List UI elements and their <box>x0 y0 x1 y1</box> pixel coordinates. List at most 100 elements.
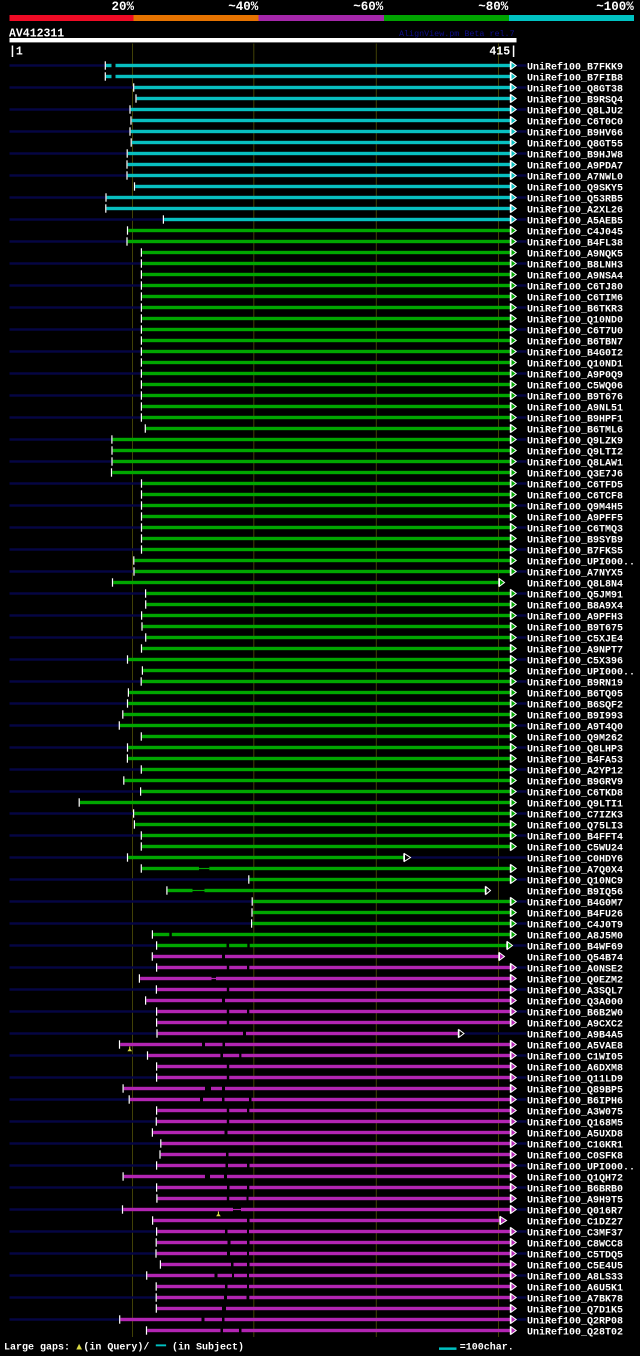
svg-text:~100%: ~100% <box>596 0 634 14</box>
svg-text:UniRef100_B6SQF2: UniRef100_B6SQF2 <box>527 699 623 711</box>
svg-text:UniRef100_B9HPF1: UniRef100_B9HPF1 <box>527 413 623 425</box>
svg-text:UniRef100_Q89BP5: UniRef100_Q89BP5 <box>527 1084 623 1096</box>
svg-text:UniRef100_A0NSE2: UniRef100_A0NSE2 <box>527 963 623 975</box>
svg-text:UniRef100_C6TMQ3: UniRef100_C6TMQ3 <box>527 523 623 535</box>
svg-text:UniRef100_A9NL51: UniRef100_A9NL51 <box>527 402 623 414</box>
svg-text:UniRef100_Q5JM91: UniRef100_Q5JM91 <box>527 589 623 601</box>
svg-text:~60%: ~60% <box>353 0 384 14</box>
svg-text:UniRef100_A9PDA7: UniRef100_A9PDA7 <box>527 160 623 172</box>
svg-text:UniRef100_Q9M4H5: UniRef100_Q9M4H5 <box>527 501 623 513</box>
svg-text:UniRef100_Q8GT55: UniRef100_Q8GT55 <box>527 138 623 150</box>
svg-text:UniRef100_Q75LI3: UniRef100_Q75LI3 <box>527 820 623 832</box>
svg-text:UniRef100_B6TKR3: UniRef100_B6TKR3 <box>527 303 623 315</box>
svg-text:UniRef100_Q8LHP3: UniRef100_Q8LHP3 <box>527 743 623 755</box>
svg-text:UniRef100_A7NYX5: UniRef100_A7NYX5 <box>527 567 623 579</box>
svg-text:Large gaps:: Large gaps: <box>4 1343 70 1354</box>
svg-text:UniRef100_B8A9X4: UniRef100_B8A9X4 <box>527 600 623 612</box>
svg-text:UniRef100_B4FFT4: UniRef100_B4FFT4 <box>527 831 623 843</box>
svg-text:UniRef100_B9T675: UniRef100_B9T675 <box>527 622 623 634</box>
svg-text:(in Subject): (in Subject) <box>172 1342 244 1354</box>
svg-text:UniRef100_A3SQL7: UniRef100_A3SQL7 <box>527 985 623 997</box>
svg-text:UniRef100_C5XJE4: UniRef100_C5XJE4 <box>527 633 623 645</box>
svg-text:UniRef100_B4G0I2: UniRef100_B4G0I2 <box>527 347 623 359</box>
svg-text:UniRef100_B9I993: UniRef100_B9I993 <box>527 710 623 722</box>
svg-text:|1: |1 <box>9 46 23 59</box>
svg-text:UniRef100_C6T7U0: UniRef100_C6T7U0 <box>527 325 623 337</box>
svg-text:UniRef100_A6DXM8: UniRef100_A6DXM8 <box>527 1062 623 1074</box>
svg-text:UniRef100_Q11LD9: UniRef100_Q11LD9 <box>527 1073 623 1085</box>
svg-text:UniRef100_C4J0T9: UniRef100_C4J0T9 <box>527 919 623 931</box>
svg-text:UniRef100_C6TJ80: UniRef100_C6TJ80 <box>527 281 623 293</box>
svg-text:UniRef100_A9PFF5: UniRef100_A9PFF5 <box>527 512 623 524</box>
svg-text:UniRef100_A9P0Q9: UniRef100_A9P0Q9 <box>527 369 623 381</box>
svg-text:UniRef100_C6TKD8: UniRef100_C6TKD8 <box>527 787 623 799</box>
svg-text:UniRef100_A2XL26: UniRef100_A2XL26 <box>527 204 623 216</box>
svg-text:UniRef100_B6IPH6: UniRef100_B6IPH6 <box>527 1095 623 1107</box>
svg-text:UniRef100_B6BRB0: UniRef100_B6BRB0 <box>527 1183 623 1195</box>
svg-text:UniRef100_Q8GT38: UniRef100_Q8GT38 <box>527 83 623 95</box>
svg-text:UniRef100_C5WQ06: UniRef100_C5WQ06 <box>527 380 623 392</box>
svg-text:UniRef100_A8LS33: UniRef100_A8LS33 <box>527 1271 623 1283</box>
svg-text:UniRef100_Q168M5: UniRef100_Q168M5 <box>527 1117 623 1129</box>
svg-text:UniRef100_C8WCC8: UniRef100_C8WCC8 <box>527 1238 623 1250</box>
svg-text:UniRef100_A8J5M0: UniRef100_A8J5M0 <box>527 930 623 942</box>
svg-text:UniRef100_C5WU24: UniRef100_C5WU24 <box>527 842 623 854</box>
svg-text:UniRef100_Q1QH72: UniRef100_Q1QH72 <box>527 1172 623 1184</box>
svg-text:UniRef100_Q3A000: UniRef100_Q3A000 <box>527 996 623 1008</box>
svg-text:UniRef100_B9HJW8: UniRef100_B9HJW8 <box>527 149 623 161</box>
svg-text:UniRef100_A9B4A5: UniRef100_A9B4A5 <box>527 1029 623 1041</box>
svg-text:UniRef100_Q9M262: UniRef100_Q9M262 <box>527 732 623 744</box>
svg-text:UniRef100_A9NSA4: UniRef100_A9NSA4 <box>527 270 623 282</box>
svg-text:UniRef100_A5VAE8: UniRef100_A5VAE8 <box>527 1040 623 1052</box>
svg-text:UniRef100_C5X396: UniRef100_C5X396 <box>527 655 623 667</box>
svg-text:UniRef100_B9HV66: UniRef100_B9HV66 <box>527 127 623 139</box>
svg-text:UniRef100_B4FU26: UniRef100_B4FU26 <box>527 908 623 920</box>
svg-text:UniRef100_UPI000..: UniRef100_UPI000.. <box>527 666 635 678</box>
svg-text:~80%: ~80% <box>478 0 509 14</box>
svg-text:UniRef100_Q8L8N4: UniRef100_Q8L8N4 <box>527 578 623 590</box>
svg-text:UniRef100_Q10ND0: UniRef100_Q10ND0 <box>527 314 623 326</box>
svg-text:UniRef100_A9NQK5: UniRef100_A9NQK5 <box>527 248 623 260</box>
svg-text:UniRef100_Q3E7J6: UniRef100_Q3E7J6 <box>527 468 623 480</box>
svg-text:UniRef100_Q0EZM2: UniRef100_Q0EZM2 <box>527 974 623 986</box>
svg-text:UniRef100_Q8LJU2: UniRef100_Q8LJU2 <box>527 105 623 117</box>
svg-text:UniRef100_B6TML6: UniRef100_B6TML6 <box>527 424 623 436</box>
svg-text:UniRef100_A9CXC2: UniRef100_A9CXC2 <box>527 1018 623 1030</box>
svg-text:UniRef100_Q9LTI2: UniRef100_Q9LTI2 <box>527 446 623 458</box>
svg-text:UniRef100_UPI000..: UniRef100_UPI000.. <box>527 556 635 568</box>
svg-text:UniRef100_C3MF37: UniRef100_C3MF37 <box>527 1227 623 1239</box>
svg-text:UniRef100_B6TBN7: UniRef100_B6TBN7 <box>527 336 623 348</box>
svg-text:UniRef100_C6T0C0: UniRef100_C6T0C0 <box>527 116 623 128</box>
svg-text:UniRef100_Q53RB5: UniRef100_Q53RB5 <box>527 193 623 205</box>
svg-text:AV412311: AV412311 <box>9 28 64 41</box>
svg-text:UniRef100_C6TFD5: UniRef100_C6TFD5 <box>527 479 623 491</box>
svg-text:UniRef100_B4FL38: UniRef100_B4FL38 <box>527 237 623 249</box>
svg-text:415|: 415| <box>489 46 517 59</box>
svg-text:20%: 20% <box>111 0 134 14</box>
svg-text:UniRef100_A5UXD8: UniRef100_A5UXD8 <box>527 1128 623 1140</box>
svg-text:UniRef100_A7BK78: UniRef100_A7BK78 <box>527 1293 623 1305</box>
svg-text:UniRef100_B7FKS5: UniRef100_B7FKS5 <box>527 545 623 557</box>
svg-text:UniRef100_A7NWL0: UniRef100_A7NWL0 <box>527 171 623 183</box>
svg-text:UniRef100_C6TCF8: UniRef100_C6TCF8 <box>527 490 623 502</box>
svg-text:UniRef100_Q2RP08: UniRef100_Q2RP08 <box>527 1315 623 1327</box>
svg-text:UniRef100_B9IQ56: UniRef100_B9IQ56 <box>527 886 623 898</box>
svg-text:UniRef100_Q8LAW1: UniRef100_Q8LAW1 <box>527 457 623 469</box>
svg-text:UniRef100_B9RSQ4: UniRef100_B9RSQ4 <box>527 94 623 106</box>
svg-text:UniRef100_A9H9T5: UniRef100_A9H9T5 <box>527 1194 623 1206</box>
svg-text:UniRef100_A5AEB5: UniRef100_A5AEB5 <box>527 215 623 227</box>
svg-text:UniRef100_B9RN19: UniRef100_B9RN19 <box>527 677 623 689</box>
svg-text:UniRef100_C1WI05: UniRef100_C1WI05 <box>527 1051 623 1063</box>
svg-text:UniRef100_C5TDQ5: UniRef100_C5TDQ5 <box>527 1249 623 1261</box>
svg-text:=100char.: =100char. <box>460 1342 514 1354</box>
svg-text:UniRef100_B4WF69: UniRef100_B4WF69 <box>527 941 623 953</box>
svg-text:UniRef100_Q7D1K5: UniRef100_Q7D1K5 <box>527 1304 623 1316</box>
svg-text:UniRef100_Q10NC9: UniRef100_Q10NC9 <box>527 875 623 887</box>
svg-text:UniRef100_B7FIB8: UniRef100_B7FIB8 <box>527 72 623 84</box>
svg-text:UniRef100_B9T676: UniRef100_B9T676 <box>527 391 623 403</box>
svg-text:UniRef100_A3W075: UniRef100_A3W075 <box>527 1106 623 1118</box>
svg-text:UniRef100_UPI000..: UniRef100_UPI000.. <box>527 1161 635 1173</box>
svg-text:UniRef100_Q9LZK9: UniRef100_Q9LZK9 <box>527 435 623 447</box>
svg-text:UniRef100_Q016R7: UniRef100_Q016R7 <box>527 1205 623 1217</box>
svg-text:UniRef100_A7Q0X4: UniRef100_A7Q0X4 <box>527 864 623 876</box>
